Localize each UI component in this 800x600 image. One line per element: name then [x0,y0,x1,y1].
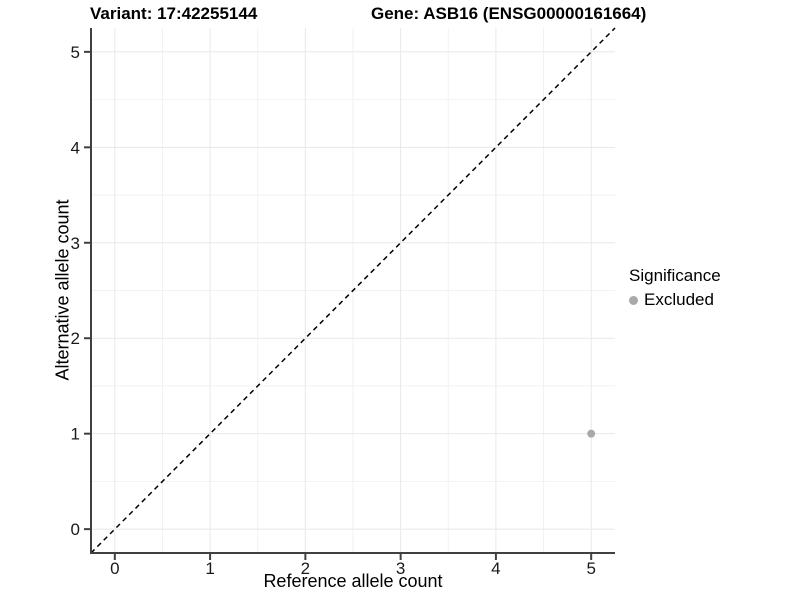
y-tick-label: 0 [71,520,80,539]
plot-title-variant: Variant: 17:42255144 [90,4,258,23]
y-tick-label: 5 [71,43,80,62]
identity-reference-line [90,27,616,554]
x-tick-label: 4 [491,559,500,578]
x-tick-label: 3 [396,559,405,578]
x-axis-title: Reference allele count [263,571,443,591]
y-tick-label: 2 [71,329,80,348]
y-tick-label: 1 [71,425,80,444]
legend: Significance Excluded [629,266,721,310]
legend-point-swatch [629,295,638,305]
data-point [587,429,596,438]
x-tick-label: 0 [110,559,119,578]
legend-title: Significance [629,266,721,285]
y-tick-label: 4 [71,138,80,157]
x-tick-label: 2 [301,559,310,578]
x-tick-label: 1 [205,559,214,578]
y-axis-title: Alternative allele count [52,199,73,381]
legend-item-excluded: Excluded [629,290,721,310]
x-tick-label: 5 [586,559,595,578]
plot-title-gene: Gene: ASB16 (ENSG00000161664) [371,4,647,23]
y-tick-label: 3 [71,234,80,253]
legend-item-label: Excluded [644,290,714,309]
